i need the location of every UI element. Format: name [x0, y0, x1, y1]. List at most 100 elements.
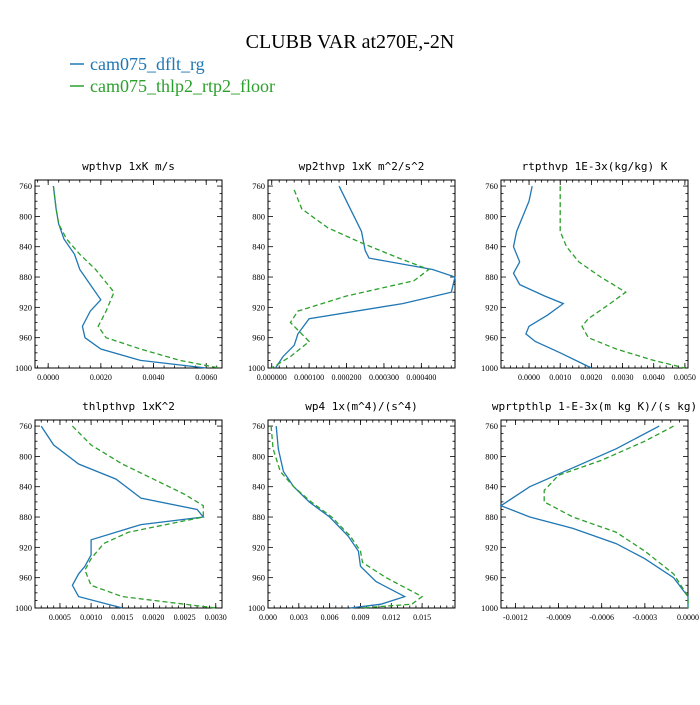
panel-title: wp2thvp 1xK m^2/s^2	[299, 160, 425, 173]
y-tick-label: 760	[485, 421, 498, 431]
y-tick-label: 760	[252, 181, 265, 191]
x-tick-label: 0.0040	[143, 373, 165, 382]
x-tick-label: 0.000100	[294, 373, 324, 382]
y-tick-label: 1000	[248, 603, 265, 613]
x-tick-label: 0.009	[351, 613, 369, 622]
y-tick-label: 1000	[481, 363, 498, 373]
y-tick-label: 920	[485, 542, 498, 552]
x-tick-label: 0.0060	[195, 373, 217, 382]
x-tick-label: 0.003	[290, 613, 308, 622]
panel-1: wpthvp 1xK m/s 760 800 840 880 920 960 1000 0.00…	[15, 160, 223, 382]
x-tick-label: 0.0020	[142, 613, 164, 622]
panel-title: wp4 1x(m^4)/(s^4)	[305, 400, 418, 413]
series-line-dflt-rg	[499, 425, 689, 608]
panels: wpthvp 1xK m/s76080084088092096010000.00…	[15, 160, 699, 622]
y-tick-label: 800	[19, 451, 32, 461]
x-tick-label: 0.0015	[111, 613, 133, 622]
y-tick-label: 1000	[15, 603, 32, 613]
x-tick-label: 0.000300	[369, 373, 399, 382]
x-tick-label: 0.0020	[90, 373, 112, 382]
y-tick-label: 920	[19, 542, 32, 552]
y-tick-label: 760	[19, 181, 32, 191]
series-line-thlp2-rtp2-floor	[543, 425, 689, 608]
y-tick-label: 920	[252, 302, 265, 312]
x-tick-label: -0.0012	[503, 613, 528, 622]
y-tick-label: 840	[19, 242, 32, 252]
y-tick-label: 920	[485, 302, 498, 312]
panel-title: rtpthvp 1E-3x(kg/kg) K	[522, 160, 668, 173]
series-line-dflt-rg	[40, 425, 205, 609]
series-line-thlp2-rtp2-floor	[271, 189, 431, 369]
panel-4: thlpthvp 1xK^2 760 800 840 880 920 960 1000 0.00…	[15, 400, 227, 622]
x-tick-label: 0.0005	[49, 613, 71, 622]
y-tick-label: 960	[19, 573, 32, 583]
y-tick-label: 960	[252, 573, 265, 583]
x-tick-label: 0.0010	[549, 373, 571, 382]
y-tick-label: 840	[485, 482, 498, 492]
y-tick-label: 880	[19, 512, 32, 522]
legend-entry: cam075_thlp2_rtp2_floor	[70, 76, 275, 96]
x-tick-label: -0.0006	[589, 613, 614, 622]
x-tick-label: 0.000200	[332, 373, 362, 382]
plot-frame	[500, 419, 689, 609]
y-tick-label: 880	[252, 272, 265, 282]
y-tick-label: 800	[252, 211, 265, 221]
x-tick-label: 0.0000	[677, 613, 699, 622]
y-tick-label: 1000	[481, 603, 498, 613]
y-tick-label: 920	[252, 542, 265, 552]
y-tick-label: 1000	[15, 363, 32, 373]
plot-frame	[500, 179, 689, 369]
x-tick-label: 0.0010	[80, 613, 102, 622]
x-tick-label: 0.000000	[257, 373, 287, 382]
y-tick-label: 960	[485, 333, 498, 343]
series-line-thlp2-rtp2-floor	[52, 186, 220, 369]
y-tick-label: 840	[485, 242, 498, 252]
y-tick-label: 800	[19, 211, 32, 221]
y-tick-label: 960	[252, 333, 265, 343]
x-tick-label: 0.0030	[612, 373, 634, 382]
x-tick-label: 0.0000	[518, 373, 540, 382]
series-line-dflt-rg	[52, 186, 207, 369]
series-line-thlp2-rtp2-floor	[559, 186, 686, 369]
y-tick-label: 1000	[248, 363, 265, 373]
panel-title: wpthvp 1xK m/s	[82, 160, 175, 173]
y-tick-label: 800	[485, 211, 498, 221]
x-tick-label: 0.012	[382, 613, 400, 622]
page-title: CLUBB VAR at270E,-2N	[246, 31, 455, 53]
x-tick-label: -0.0009	[546, 613, 571, 622]
y-tick-label: 880	[19, 272, 32, 282]
legend: cam075_dflt_rg cam075_thlp2_rtp2_floor	[70, 54, 275, 96]
y-tick-label: 960	[19, 333, 32, 343]
y-tick-label: 920	[19, 302, 32, 312]
legend-label: cam075_dflt_rg	[90, 54, 205, 74]
x-tick-label: 0.015	[413, 613, 431, 622]
series-line-dflt-rg	[512, 185, 592, 369]
x-tick-label: 0.0030	[205, 613, 227, 622]
legend-label: cam075_thlp2_rtp2_floor	[90, 76, 275, 96]
series-line-thlp2-rtp2-floor	[71, 425, 216, 609]
x-tick-label: 0.0025	[174, 613, 196, 622]
y-tick-label: 880	[485, 512, 498, 522]
panel-6: wprtpthlp 1-E-3x(m kg K)/(s kg) 760 800 840…	[481, 400, 699, 622]
plot-frame	[267, 419, 456, 609]
y-tick-label: 760	[19, 421, 32, 431]
x-tick-label: -0.0003	[633, 613, 658, 622]
x-tick-label: 0.0050	[674, 373, 696, 382]
panel-2: wp2thvp 1xK m^2/s^2 760 800 840 880 920 960 100…	[248, 160, 456, 382]
y-tick-label: 880	[485, 272, 498, 282]
plot-frame	[34, 419, 223, 609]
y-tick-label: 840	[252, 242, 265, 252]
panel-5: wp4 1x(m^4)/(s^4)76080084088092096010000…	[248, 400, 456, 622]
legend-entry: cam075_dflt_rg	[70, 54, 205, 74]
x-tick-label: 0.000400	[406, 373, 436, 382]
series-line-dflt-rg	[275, 426, 407, 609]
x-tick-label: 0.0020	[580, 373, 602, 382]
panel-3: rtpthvp 1E-3x(kg/kg) K 760 800 840 880 920 960…	[481, 160, 696, 382]
y-tick-label: 760	[485, 181, 498, 191]
y-tick-label: 880	[252, 512, 265, 522]
x-tick-label: 0.000	[259, 613, 277, 622]
y-tick-label: 800	[485, 451, 498, 461]
panel-title: thlpthvp 1xK^2	[82, 400, 175, 413]
